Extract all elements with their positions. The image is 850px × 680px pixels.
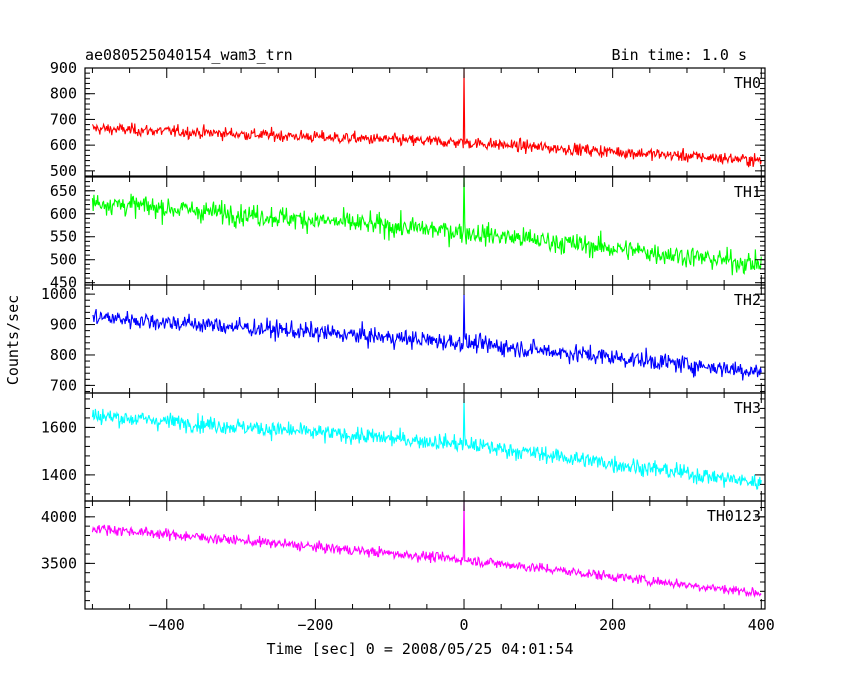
x-tick-label: 200 xyxy=(599,616,626,634)
y-tick-label: 1000 xyxy=(41,285,77,303)
x-tick-label: −200 xyxy=(297,616,333,634)
panel-th1: 450 500 550 600 650 TH1 xyxy=(50,176,766,292)
x-axis-label: Time [sec] 0 = 2008/05/25 04:01:54 xyxy=(266,640,573,658)
series-line-th2 xyxy=(92,294,762,381)
y-tick-label: 4000 xyxy=(41,508,77,526)
panel-th0: 500 600 700 800 900 TH0 xyxy=(50,59,766,180)
series-line-th3 xyxy=(91,398,762,490)
y-tick-label: 900 xyxy=(50,59,77,77)
panel-label: TH3 xyxy=(734,399,761,417)
y-tick-label: 3500 xyxy=(41,554,77,572)
y-tick-label: 1400 xyxy=(41,466,77,484)
y-tick-label: 500 xyxy=(50,162,77,180)
series-line-th0 xyxy=(91,68,762,168)
y-tick-label: 600 xyxy=(50,205,77,223)
x-tick-label: −400 xyxy=(149,616,185,634)
bin-time-label: Bin time: 1.0 s xyxy=(612,46,747,64)
x-tick-label: 400 xyxy=(748,616,775,634)
y-tick-label: 800 xyxy=(50,346,77,364)
panel-label: TH1 xyxy=(734,183,761,201)
y-tick-label: 550 xyxy=(50,228,77,246)
panel-th2: 700 800 900 1000 TH2 xyxy=(41,284,766,394)
series-line-th0123 xyxy=(91,501,762,598)
x-tick-label: 0 xyxy=(460,616,469,634)
y-tick-label: 650 xyxy=(50,182,77,200)
panel-label: TH0 xyxy=(734,74,761,92)
y-tick-label: 700 xyxy=(50,110,77,128)
y-tick-label: 700 xyxy=(50,376,77,394)
panel-label: TH2 xyxy=(734,291,761,309)
y-tick-label: 500 xyxy=(50,251,77,269)
y-tick-label: 900 xyxy=(50,316,77,334)
panel-frame xyxy=(84,500,766,610)
panels-group: 500 600 700 800 900 TH0 450 500 550 600 650 TH1 700 8… xyxy=(41,59,775,634)
series-line-th1 xyxy=(91,177,762,276)
panel-th0123: 3500 4000 TH0123 xyxy=(41,500,766,610)
y-tick-label: 800 xyxy=(50,85,77,103)
y-tick-label: 1600 xyxy=(41,418,77,436)
y-tick-label: 600 xyxy=(50,136,77,154)
panel-th3: 1400 1600 TH3 xyxy=(41,392,766,502)
chart-title: ae080525040154_wam3_trn xyxy=(85,46,293,64)
y-axis-label: Counts/sec xyxy=(4,295,22,385)
panel-label: TH0123 xyxy=(707,507,761,525)
panel-frame xyxy=(84,67,766,177)
y-tick-label: 450 xyxy=(50,274,77,292)
